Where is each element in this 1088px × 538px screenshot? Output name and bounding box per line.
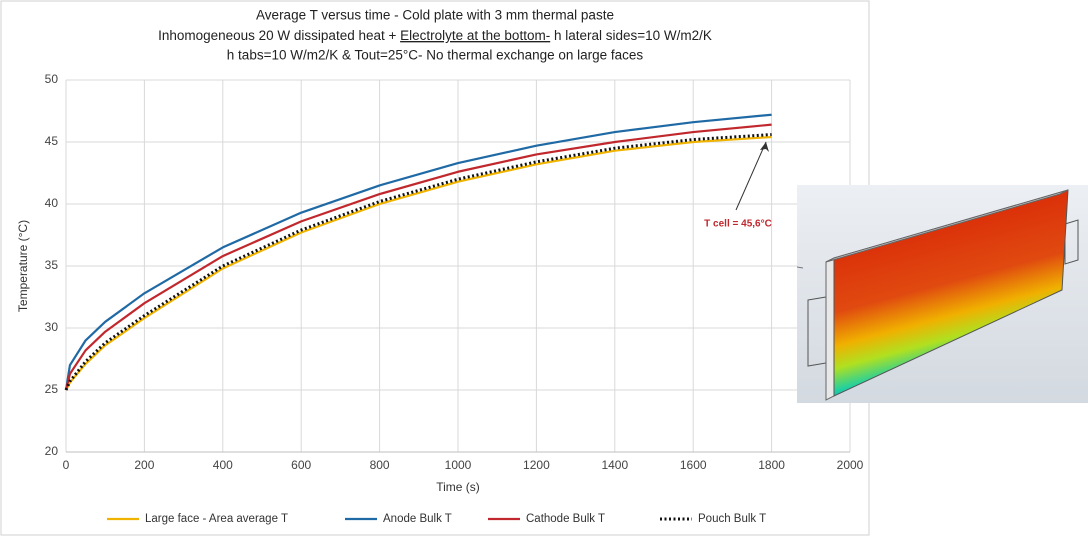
x-tick-label: 400 (213, 458, 233, 472)
x-tick-label: 1400 (601, 458, 628, 472)
y-tick-label: 50 (45, 72, 59, 86)
y-tick-label: 35 (45, 258, 59, 272)
x-tick-label: 2000 (837, 458, 864, 472)
legend-label: Anode Bulk T (383, 513, 452, 525)
subtitle-part: h lateral sides=10 W/m2/K (550, 28, 712, 43)
y-tick-label: 25 (45, 382, 59, 396)
chart: Average T versus time - Cold plate with … (0, 0, 1088, 538)
x-tick-label: 1800 (758, 458, 785, 472)
y-tick-label: 30 (45, 320, 59, 334)
x-tick-label: 800 (370, 458, 390, 472)
x-tick-label: 0 (63, 458, 70, 472)
inset-render (797, 185, 1088, 403)
y-tick-label: 40 (45, 196, 59, 210)
x-tick-label: 200 (134, 458, 154, 472)
subtitle-part: Electrolyte at the bottom- (400, 28, 550, 43)
chart-title: Average T versus time - Cold plate with … (256, 8, 614, 23)
inset-side (826, 258, 834, 400)
x-tick-label: 1000 (445, 458, 472, 472)
chart-frame (1, 1, 869, 535)
x-tick-label: 600 (291, 458, 311, 472)
legend-label: Cathode Bulk T (526, 513, 605, 525)
legend-label: Pouch Bulk T (698, 513, 766, 525)
y-axis-label: Temperature (°C) (16, 220, 30, 312)
chart-subtitle: h tabs=10 W/m2/K & Tout=25°C- No thermal… (227, 48, 644, 63)
y-tick-label: 45 (45, 134, 59, 148)
x-tick-label: 1200 (523, 458, 550, 472)
legend-label: Large face - Area average T (145, 513, 288, 525)
subtitle-part: Inhomogeneous 20 W dissipated heat + (158, 28, 400, 43)
annotation: T cell = 45,6°C (704, 219, 772, 230)
x-axis-label: Time (s) (436, 480, 480, 494)
chart-subtitle: Inhomogeneous 20 W dissipated heat + Ele… (158, 28, 712, 43)
x-tick-label: 1600 (680, 458, 707, 472)
y-tick-label: 20 (45, 444, 59, 458)
